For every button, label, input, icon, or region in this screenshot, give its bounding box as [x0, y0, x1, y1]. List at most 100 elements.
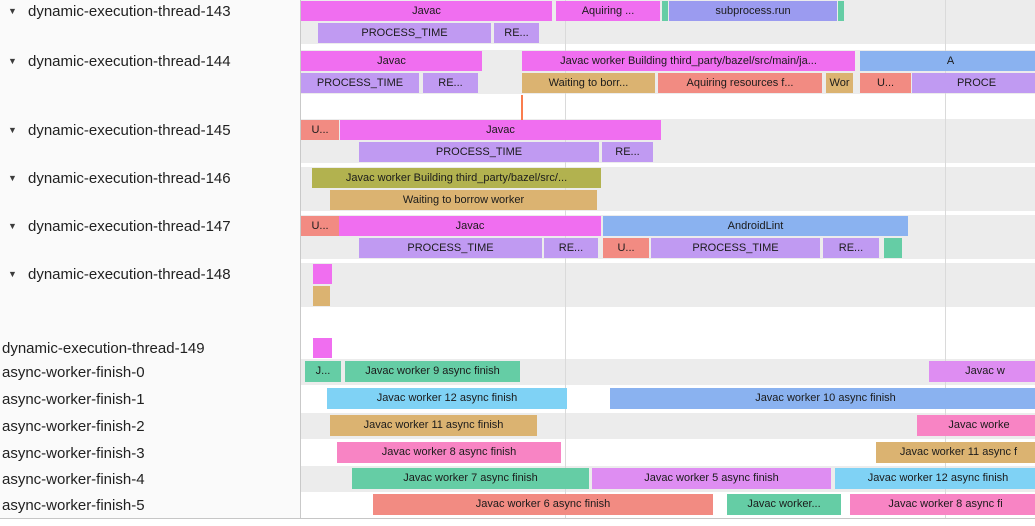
slice-re[interactable]: RE... [823, 238, 879, 258]
track-header-async-worker-finish-4[interactable]: async-worker-finish-4 [0, 466, 300, 492]
track-header-dynamic-execution-thread-145[interactable]: ▼ dynamic-execution-thread-145 [0, 119, 300, 141]
slice-javac-worker-6-async-finish[interactable]: Javac worker 6 async finish [373, 494, 713, 515]
slice-sliver[interactable] [884, 238, 902, 258]
slice-javac-worker-5-async-finish[interactable]: Javac worker 5 async finish [592, 468, 831, 489]
slice-javac-worker-12-async-finish[interactable]: Javac worker 12 async finish [835, 468, 1035, 489]
track-header-async-worker-finish-2[interactable]: async-worker-finish-2 [0, 413, 300, 439]
track-lane-async-worker-finish-4: Javac worker 7 async finish Javac worker … [301, 466, 1035, 492]
slice-javac[interactable]: Javac [301, 51, 482, 71]
slice-javac-worker-12-async-finish[interactable]: Javac worker 12 async finish [327, 388, 567, 409]
track-name-label: dynamic-execution-thread-144 [28, 52, 231, 70]
track-sidebar: ▼ dynamic-execution-thread-143 ▼ dynamic-ex… [0, 0, 301, 519]
track-lane-async-worker-finish-3: Javac worker 8 async finish Javac worker … [301, 440, 1035, 466]
slice-sliver[interactable] [313, 338, 332, 358]
slice-u[interactable]: U... [860, 73, 911, 93]
slice-j[interactable]: J... [305, 361, 341, 382]
slice-sliver[interactable] [838, 1, 844, 21]
track-name-label: async-worker-finish-3 [2, 444, 145, 462]
slice-sliver[interactable] [521, 95, 523, 121]
slice-process-time[interactable]: PROCESS_TIME [301, 73, 419, 93]
slice-javac-worker[interactable]: Javac worker... [727, 494, 841, 515]
slice-javac-worker-8-async-finish[interactable]: Javac worker 8 async finish [337, 442, 561, 463]
collapse-arrow-icon[interactable]: ▼ [8, 173, 17, 183]
slice-re[interactable]: RE... [544, 238, 598, 258]
timeline-canvas[interactable]: Javac Aquiring ... subprocess.run PROCESS_T… [301, 0, 1035, 519]
track-name-label: async-worker-finish-1 [2, 390, 145, 408]
slice-process-time[interactable]: PROCESS_TIME [318, 23, 491, 43]
timeline-gridline [945, 0, 946, 519]
slice-wor[interactable]: Wor [826, 73, 853, 93]
slice-re[interactable]: RE... [494, 23, 539, 43]
track-header-dynamic-execution-thread-149[interactable]: dynamic-execution-thread-149 [0, 337, 300, 359]
slice-sliver[interactable] [662, 1, 668, 21]
track-name-label: async-worker-finish-0 [2, 363, 145, 381]
track-lane-dynamic-execution-thread-148 [301, 263, 1035, 307]
track-name-label: dynamic-execution-thread-147 [28, 217, 231, 235]
track-name-label: async-worker-finish-2 [2, 417, 145, 435]
slice-javac-worker-10-async-finish[interactable]: Javac worker 10 async finish [610, 388, 1035, 409]
collapse-arrow-icon[interactable]: ▼ [8, 56, 17, 66]
track-lane-dynamic-execution-thread-149 [301, 337, 1035, 359]
slice-javac[interactable]: Javac [340, 120, 661, 140]
slice-u[interactable]: U... [603, 238, 649, 258]
slice-u[interactable]: U... [301, 216, 339, 236]
slice-javac[interactable]: Javac [339, 216, 601, 236]
slice-javac[interactable]: Javac [301, 1, 552, 21]
slice-androidlint[interactable]: AndroidLint [603, 216, 908, 236]
slice-javac-worke[interactable]: Javac worke [917, 415, 1035, 436]
track-name-label: async-worker-finish-4 [2, 470, 145, 488]
slice-proce[interactable]: PROCE [912, 73, 1035, 93]
track-header-dynamic-execution-thread-146[interactable]: ▼ dynamic-execution-thread-146 [0, 167, 300, 189]
track-name-label: dynamic-execution-thread-149 [2, 339, 205, 357]
track-header-dynamic-execution-thread-143[interactable]: ▼ dynamic-execution-thread-143 [0, 0, 300, 22]
slice-sliver[interactable] [313, 286, 330, 306]
track-header-dynamic-execution-thread-144[interactable]: ▼ dynamic-execution-thread-144 [0, 50, 300, 72]
slice-waiting-to-borr[interactable]: Waiting to borr... [522, 73, 655, 93]
track-lane-dynamic-execution-thread-147: U... Javac AndroidLint PROCESS_TIME RE... U..… [301, 215, 1035, 259]
slice-javac-worker-building-third-party-bazel-src[interactable]: Javac worker Building third_party/bazel/… [312, 168, 601, 188]
slice-process-time[interactable]: PROCESS_TIME [359, 142, 599, 162]
track-name-label: dynamic-execution-thread-145 [28, 121, 231, 139]
slice-javac-w[interactable]: Javac w [929, 361, 1035, 382]
slice-re[interactable]: RE... [602, 142, 653, 162]
slice-aquiring[interactable]: Aquiring ... [556, 1, 660, 21]
slice-subprocess-run[interactable]: subprocess.run [669, 1, 837, 21]
timeline-gridline [565, 0, 566, 519]
slice-process-time[interactable]: PROCESS_TIME [651, 238, 820, 258]
track-name-label: dynamic-execution-thread-148 [28, 265, 231, 283]
slice-aquiring-resources-f[interactable]: Aquiring resources f... [658, 73, 822, 93]
collapse-arrow-icon[interactable]: ▼ [8, 6, 17, 16]
track-header-async-worker-finish-0[interactable]: async-worker-finish-0 [0, 359, 300, 385]
track-name-label: dynamic-execution-thread-146 [28, 169, 231, 187]
slice-sliver[interactable] [313, 264, 332, 284]
track-lane-dynamic-execution-thread-143: Javac Aquiring ... subprocess.run PROCESS_T… [301, 0, 1035, 44]
slice-javac-worker-11-async-f[interactable]: Javac worker 11 async f [876, 442, 1035, 463]
bottom-divider [0, 518, 1035, 519]
slice-waiting-to-borrow-worker[interactable]: Waiting to borrow worker [330, 190, 597, 210]
slice-javac-worker-9-async-finish[interactable]: Javac worker 9 async finish [345, 361, 520, 382]
slice-process-time[interactable]: PROCESS_TIME [359, 238, 542, 258]
track-name-label: dynamic-execution-thread-143 [28, 2, 231, 20]
slice-javac-worker-building-third-party-bazel-src-main-ja[interactable]: Javac worker Building third_party/bazel/… [522, 51, 855, 71]
track-lane-async-worker-finish-5: Javac worker 6 async finish Javac worker.… [301, 492, 1035, 518]
track-name-label: async-worker-finish-5 [2, 496, 145, 514]
track-header-async-worker-finish-3[interactable]: async-worker-finish-3 [0, 440, 300, 466]
track-header-dynamic-execution-thread-147[interactable]: ▼ dynamic-execution-thread-147 [0, 215, 300, 237]
track-lane-async-worker-finish-0: J... Javac worker 9 async finish Javac w [301, 359, 1035, 385]
slice-javac-worker-7-async-finish[interactable]: Javac worker 7 async finish [352, 468, 589, 489]
slice-a[interactable]: A [860, 51, 1035, 71]
slice-u[interactable]: U... [301, 120, 339, 140]
track-header-dynamic-execution-thread-148[interactable]: ▼ dynamic-execution-thread-148 [0, 263, 300, 285]
slice-javac-worker-11-async-finish[interactable]: Javac worker 11 async finish [330, 415, 537, 436]
collapse-arrow-icon[interactable]: ▼ [8, 125, 17, 135]
track-header-async-worker-finish-5[interactable]: async-worker-finish-5 [0, 492, 300, 518]
collapse-arrow-icon[interactable]: ▼ [8, 221, 17, 231]
collapse-arrow-icon[interactable]: ▼ [8, 269, 17, 279]
slice-javac-worker-8-async-fi[interactable]: Javac worker 8 async fi [850, 494, 1035, 515]
track-lane-dynamic-execution-thread-144: Javac Javac worker Building third_party/b… [301, 50, 1035, 121]
track-lane-dynamic-execution-thread-146: Javac worker Building third_party/bazel/… [301, 167, 1035, 211]
slice-re[interactable]: RE... [423, 73, 478, 93]
track-header-async-worker-finish-1[interactable]: async-worker-finish-1 [0, 386, 300, 412]
track-lane-dynamic-execution-thread-145: U... Javac PROCESS_TIME RE... [301, 119, 1035, 163]
